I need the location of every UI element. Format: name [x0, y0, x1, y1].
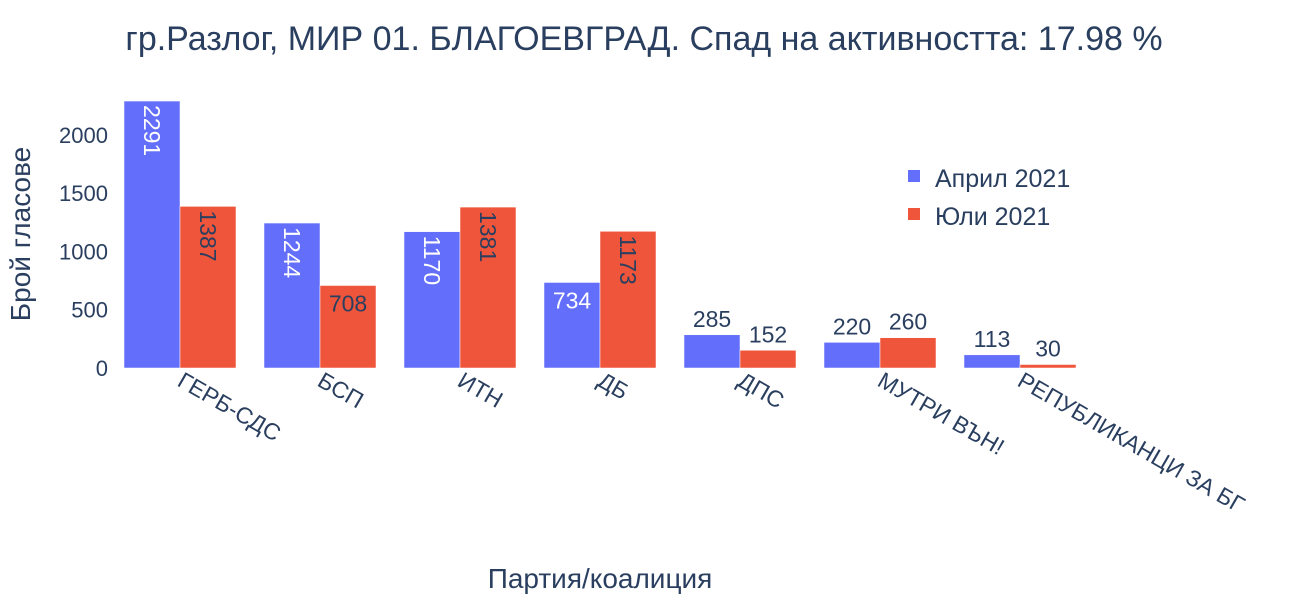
y-tick-label: 1000: [59, 239, 108, 264]
bar-label: 1381: [475, 211, 501, 262]
bar-label: 2291: [139, 105, 165, 156]
bar-april-1[interactable]: [263, 222, 321, 369]
bar-label: 1170: [419, 236, 445, 285]
bar-label: 113: [974, 326, 1011, 352]
bar-july-5[interactable]: [879, 337, 937, 369]
y-tick-label: 500: [71, 298, 108, 323]
x-tick-label: ИТН: [454, 367, 508, 413]
bar-label: 734: [553, 287, 592, 313]
y-axis-title: Брой гласове: [5, 147, 36, 321]
bar-july-4[interactable]: [739, 350, 797, 369]
legend-swatch[interactable]: [908, 170, 920, 182]
bar-july-2[interactable]: [459, 206, 517, 369]
bar-april-6[interactable]: [963, 354, 1021, 369]
chart-title: гр.Разлог, МИР 01. БЛАГОЕВГРАД. Спад на …: [125, 20, 1162, 58]
bars: 2291 1387 1244 708 1170 1381 734 1173 285 152 220 2…: [123, 100, 1077, 369]
bar-label: 1387: [195, 210, 221, 261]
bar-label: 708: [329, 291, 367, 317]
y-axis-ticks: 0 500 1000 1500 2000: [59, 123, 108, 381]
legend-item-label[interactable]: Април 2021: [935, 165, 1070, 193]
legend-swatch[interactable]: [908, 208, 920, 220]
bar-july-3[interactable]: [599, 231, 657, 369]
bar-april-3[interactable]: [543, 282, 601, 369]
x-tick-label: МУТРИ ВЪН!: [874, 367, 1009, 460]
x-axis-ticks: ГЕРБ-СДС БСП ИТН ДБ ДПС МУТРИ ВЪН! РЕПУБЛИКАНЦ…: [174, 367, 1250, 518]
bar-label: 1173: [615, 235, 641, 284]
bar-label: 220: [833, 313, 871, 339]
x-axis-title: Партия/коалиция: [488, 563, 713, 594]
y-tick-label: 1500: [59, 181, 108, 206]
y-tick-label: 0: [96, 356, 108, 381]
x-tick-label: ДБ: [594, 367, 634, 405]
bar-label: 152: [749, 321, 787, 347]
bar-label: 260: [889, 309, 927, 335]
bar-april-4[interactable]: [683, 334, 741, 369]
bar-july-6[interactable]: [1019, 364, 1077, 369]
bar-july-1[interactable]: [319, 285, 377, 369]
bar-label: 285: [693, 306, 731, 332]
legend-item-label[interactable]: Юли 2021: [935, 203, 1050, 231]
bar-april-2[interactable]: [403, 231, 461, 369]
bar-label: 30: [1035, 336, 1061, 362]
x-tick-label: ГЕРБ-СДС: [174, 367, 286, 447]
bar-july-0[interactable]: [179, 206, 237, 369]
bar-april-5[interactable]: [823, 342, 881, 369]
x-tick-label: БСП: [314, 367, 369, 414]
legend[interactable]: Април 2021 Юли 2021: [908, 165, 1070, 231]
y-tick-label: 2000: [59, 123, 108, 148]
x-tick-label: ДПС: [734, 367, 789, 414]
bar-april-0[interactable]: [123, 100, 181, 369]
x-tick-label: РЕПУБЛИКАНЦИ ЗА БГ: [1014, 367, 1250, 518]
bar-label: 1244: [279, 227, 305, 278]
